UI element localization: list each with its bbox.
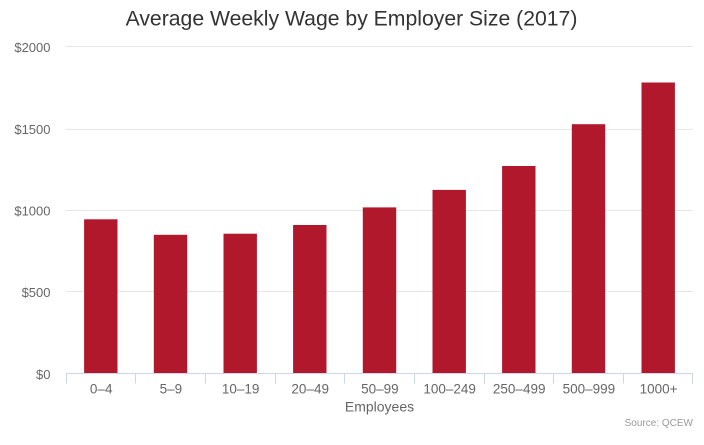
svg-text:5–9: 5–9: [160, 381, 183, 396]
svg-text:1000+: 1000+: [640, 381, 678, 396]
svg-text:100–249: 100–249: [423, 381, 476, 396]
svg-text:Employees: Employees: [345, 399, 414, 415]
svg-text:$1000: $1000: [14, 204, 50, 219]
svg-text:50–99: 50–99: [361, 381, 399, 396]
svg-text:0–4: 0–4: [90, 381, 113, 396]
svg-text:$0: $0: [36, 367, 50, 382]
svg-text:20–49: 20–49: [291, 381, 329, 396]
svg-text:Average Weekly Wage by Employe: Average Weekly Wage by Employer Size (20…: [126, 8, 578, 31]
svg-text:$2000: $2000: [14, 40, 50, 55]
svg-text:250–499: 250–499: [493, 381, 546, 396]
svg-text:Source: QCEW: Source: QCEW: [625, 418, 694, 429]
svg-text:$500: $500: [22, 285, 51, 300]
svg-text:$1500: $1500: [14, 122, 50, 137]
svg-text:500–999: 500–999: [563, 381, 616, 396]
svg-text:10–19: 10–19: [222, 381, 260, 396]
